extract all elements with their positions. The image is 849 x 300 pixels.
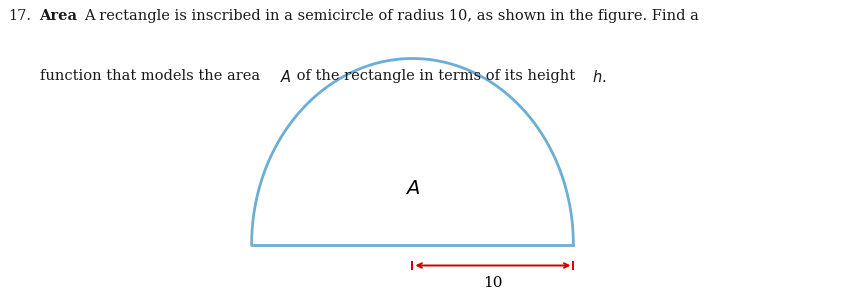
Text: function that models the area: function that models the area — [40, 69, 264, 83]
Text: $A$: $A$ — [405, 179, 420, 198]
Text: $A$: $A$ — [280, 69, 292, 85]
Text: $h$.: $h$. — [593, 69, 607, 85]
Text: Area: Area — [40, 9, 77, 23]
Text: A rectangle is inscribed in a semicircle of radius 10, as shown in the figure. F: A rectangle is inscribed in a semicircle… — [84, 9, 699, 23]
Text: 10: 10 — [483, 276, 503, 290]
Text: of the rectangle in terms of its height: of the rectangle in terms of its height — [292, 69, 580, 83]
Text: 17.: 17. — [8, 9, 31, 23]
